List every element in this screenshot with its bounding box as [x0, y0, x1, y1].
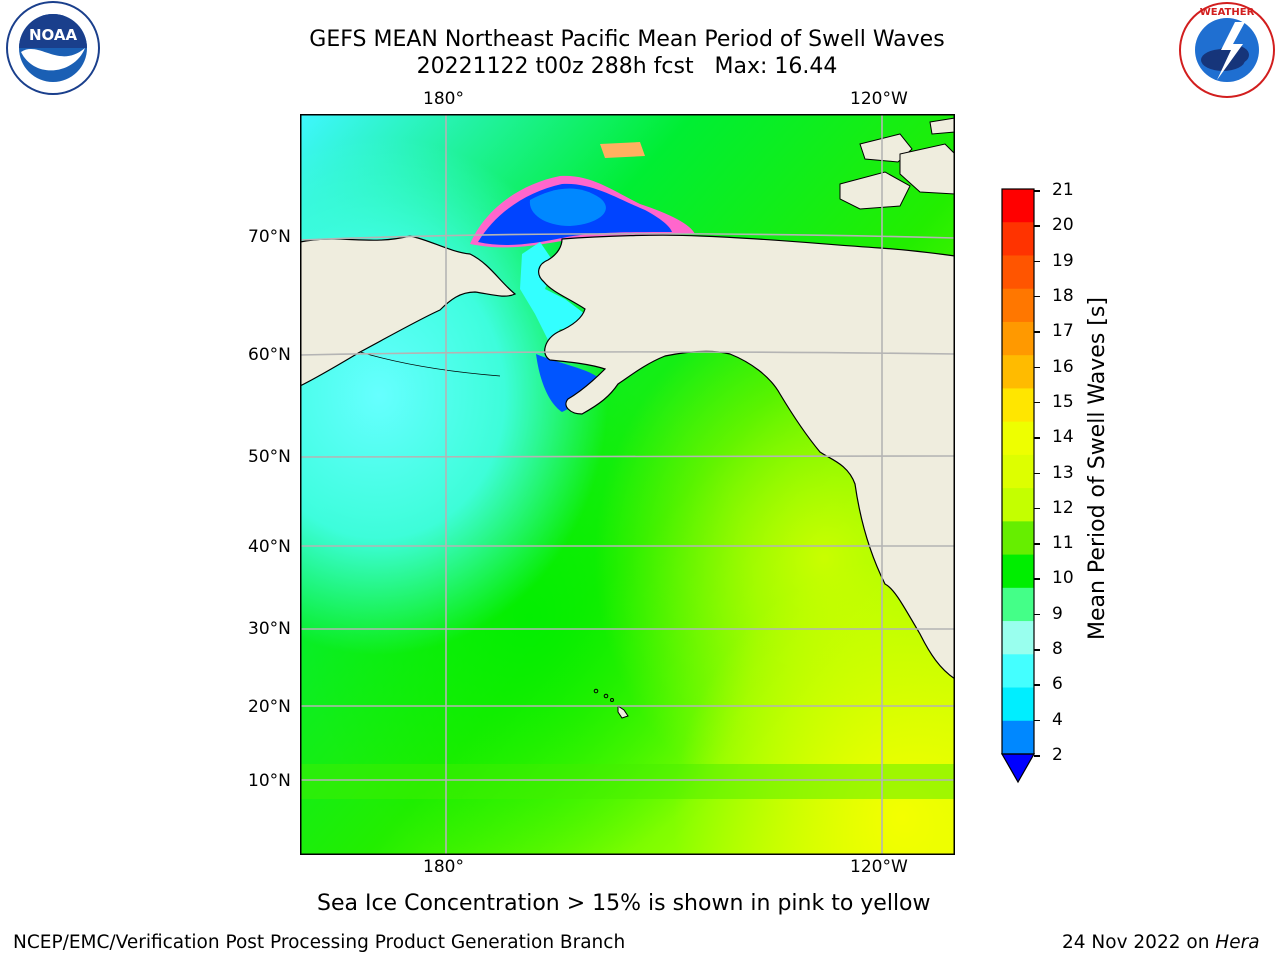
- lat-label-70n: 70°N: [248, 227, 291, 247]
- colorbar-segment: [1002, 687, 1034, 722]
- colorbar-ticks: 21 20 19 18 17 16 15 14 13 12 11 10 9 8 6 4 2: [1034, 180, 1092, 780]
- colorbar-tick-mark: [1034, 613, 1040, 616]
- colorbar-segment: [1002, 554, 1034, 589]
- colorbar-under-triangle: [1000, 753, 1036, 784]
- colorbar-tick-mark: [1034, 190, 1040, 192]
- lat-label-30n: 30°N: [248, 619, 291, 639]
- colorbar-tick-label: 15: [1052, 391, 1074, 412]
- colorbar-tick-label: 2: [1052, 745, 1063, 765]
- colorbar-segment: [1002, 189, 1034, 223]
- colorbar-segment: [1002, 388, 1034, 423]
- colorbar-segment: [1002, 488, 1034, 522]
- colorbar-tick-mark: [1034, 331, 1040, 333]
- colorbar-tick-mark: [1034, 719, 1040, 722]
- colorbar-segment: [1002, 521, 1034, 556]
- colorbar-tick-label: 10: [1052, 568, 1074, 589]
- colorbar-tick-mark: [1034, 684, 1040, 686]
- colorbar-tick-label: 6: [1052, 674, 1063, 695]
- footer-branch: NCEP/EMC/Verification Post Processing Pr…: [13, 932, 626, 953]
- colorbar-segment: [1002, 421, 1034, 456]
- footer-date-text: 24 Nov 2022 on: [1062, 932, 1216, 953]
- footer-date: 24 Nov 2022 on Hera: [1062, 932, 1260, 954]
- colorbar-tick-label: 9: [1052, 603, 1063, 624]
- colorbar-segment: [1002, 288, 1034, 323]
- colorbar-tick-mark: [1034, 578, 1040, 580]
- colorbar-segment: [1002, 454, 1034, 489]
- svg-text:WEATHER: WEATHER: [1200, 7, 1255, 18]
- national-weather-service-logo: WEATHER: [1177, 0, 1275, 98]
- map-gridlines: [299, 114, 956, 855]
- colorbar-tick-mark: [1034, 437, 1040, 439]
- lon-label-top-120w: 120°W: [850, 89, 908, 109]
- lon-label-bottom-120w: 120°W: [850, 857, 908, 877]
- colorbar-segment: [1002, 355, 1034, 389]
- colorbar-segment: [1002, 222, 1034, 256]
- colorbar-tick-label: 19: [1052, 250, 1074, 271]
- chart-title: GEFS MEAN Northeast Pacific Mean Period …: [309, 27, 945, 52]
- lat-label-60n: 60°N: [248, 345, 291, 365]
- colorbar-label: Mean Period of Swell Waves [s]: [1085, 297, 1110, 640]
- lat-label-50n: 50°N: [248, 447, 291, 467]
- colorbar-segment: [1002, 621, 1034, 655]
- colorbar-tick-label: 17: [1052, 321, 1074, 342]
- footer-machine: Hera: [1215, 932, 1260, 953]
- colorbar-tick-label: 13: [1052, 462, 1074, 483]
- lat-label-20n: 20°N: [248, 697, 291, 717]
- colorbar-segment: [1002, 587, 1034, 622]
- colorbar-tick-mark: [1034, 401, 1040, 404]
- colorbar-tick-mark: [1034, 543, 1040, 545]
- colorbar-tick-label: 21: [1052, 180, 1074, 200]
- colorbar-tick-label: 16: [1052, 356, 1074, 377]
- colorbar-tick-label: 8: [1052, 639, 1063, 660]
- colorbar-tick-label: 11: [1052, 533, 1074, 554]
- colorbar-tick-mark: [1034, 225, 1040, 227]
- colorbar-segment: [1002, 654, 1034, 689]
- chart-subtitle: 20221122 t00z 288h fcst Max: 16.44: [416, 54, 838, 79]
- colorbar-tick-label: 4: [1052, 709, 1063, 730]
- colorbar-segment: [1002, 720, 1034, 755]
- lon-label-bottom-180: 180°: [423, 857, 464, 877]
- colorbar-segment: [1002, 321, 1034, 356]
- colorbar-segment: [1002, 255, 1034, 290]
- svg-text:NOAA: NOAA: [29, 26, 78, 44]
- sea-ice-note: Sea Ice Concentration > 15% is shown in …: [317, 891, 931, 916]
- colorbar-outline: [1001, 188, 1035, 755]
- colorbar-tick-mark: [1034, 649, 1040, 651]
- colorbar-tick-mark: [1034, 507, 1040, 510]
- colorbar-tick-mark: [1034, 472, 1040, 474]
- colorbar-tick-mark: [1034, 755, 1040, 757]
- lon-label-top-180: 180°: [423, 89, 464, 109]
- colorbar: [1000, 188, 1036, 784]
- lat-label-10n: 10°N: [248, 771, 291, 791]
- colorbar-tick-label: 12: [1052, 497, 1074, 518]
- colorbar-tick-label: 14: [1052, 427, 1074, 448]
- colorbar-tick-mark: [1034, 295, 1040, 298]
- colorbar-tick-label: 18: [1052, 285, 1074, 306]
- lat-label-40n: 40°N: [248, 537, 291, 557]
- colorbar-tick-mark: [1034, 366, 1040, 369]
- map-panel: [299, 114, 956, 855]
- colorbar-tick-label: 20: [1052, 215, 1074, 236]
- noaa-logo: NOAA: [5, 0, 101, 96]
- colorbar-tick-mark: [1034, 260, 1040, 263]
